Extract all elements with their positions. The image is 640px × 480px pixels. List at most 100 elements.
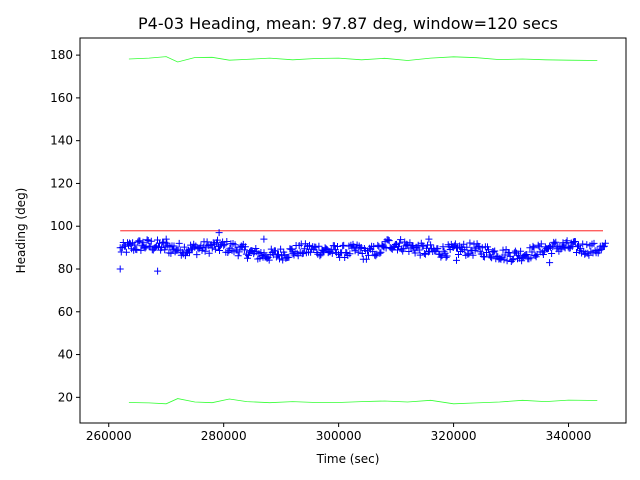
scatter-point bbox=[466, 239, 474, 247]
x-axis-label: Time (sec) bbox=[316, 452, 380, 466]
scatter-point bbox=[131, 241, 139, 249]
scatter-point bbox=[143, 236, 151, 244]
scatter-point bbox=[215, 229, 223, 237]
scatter-point bbox=[193, 251, 201, 259]
scatter-point bbox=[563, 237, 571, 245]
scatter-point bbox=[376, 249, 384, 257]
y-tick-label: 140 bbox=[50, 134, 73, 148]
scatter-point bbox=[313, 249, 321, 256]
scatter-point bbox=[244, 254, 251, 262]
y-tick-label: 180 bbox=[50, 48, 73, 62]
scatter-point bbox=[527, 254, 535, 262]
scatter-point bbox=[354, 248, 362, 256]
scatter-point bbox=[365, 251, 372, 259]
scatter-point bbox=[315, 242, 323, 250]
x-tick-label: 340000 bbox=[546, 429, 592, 443]
scatter-point bbox=[208, 244, 216, 252]
scatter-point bbox=[294, 252, 302, 260]
scatter-point bbox=[330, 242, 338, 250]
scatter-point bbox=[159, 238, 167, 246]
scatter-point bbox=[552, 238, 560, 246]
scatter-point bbox=[411, 249, 419, 257]
y-axis-ticks: 20 40 60 80 100 120 140 160 180 bbox=[50, 48, 80, 404]
scatter-point bbox=[488, 254, 496, 262]
scatter-point bbox=[571, 238, 579, 246]
scatter-point bbox=[373, 250, 381, 258]
scatter-point bbox=[240, 246, 248, 254]
scatter-point bbox=[278, 252, 286, 260]
scatter-point bbox=[546, 259, 554, 267]
scatter-point bbox=[346, 250, 354, 258]
scatter-point bbox=[409, 242, 417, 250]
scatter-point bbox=[231, 241, 239, 249]
scatter-point bbox=[420, 250, 428, 257]
scatter-point bbox=[500, 256, 508, 264]
scatter-point bbox=[122, 248, 130, 256]
scatter-point bbox=[546, 242, 554, 250]
y-tick-label: 100 bbox=[50, 219, 73, 233]
y-tick-label: 60 bbox=[58, 305, 73, 319]
scatter-point bbox=[265, 256, 273, 264]
scatter-point bbox=[530, 244, 538, 252]
scatter-point bbox=[252, 245, 260, 252]
scatter-point bbox=[534, 241, 542, 249]
y-axis-label: Heading (deg) bbox=[14, 188, 28, 274]
scatter-point bbox=[142, 243, 150, 251]
scatter-point bbox=[170, 242, 178, 250]
scatter-point bbox=[260, 235, 268, 243]
scatter-point bbox=[137, 246, 145, 254]
scatter-point bbox=[403, 240, 411, 248]
y-tick-label: 120 bbox=[50, 176, 73, 190]
x-tick-label: 280000 bbox=[201, 429, 247, 443]
scatter-point bbox=[147, 237, 155, 245]
y-tick-label: 40 bbox=[58, 348, 73, 362]
scatter-point bbox=[397, 236, 405, 244]
x-axis-ticks: 260000 280000 300000 320000 340000 bbox=[86, 423, 592, 443]
scatter-point bbox=[463, 243, 471, 251]
scatter-point bbox=[487, 253, 495, 261]
scatter-point bbox=[523, 251, 531, 258]
x-tick-label: 320000 bbox=[431, 429, 477, 443]
scatter-point bbox=[307, 248, 315, 256]
scatter-point bbox=[529, 242, 537, 250]
scatter-point bbox=[180, 243, 188, 251]
scatter-point bbox=[600, 242, 608, 250]
scatter-point bbox=[277, 245, 285, 253]
scatter-point bbox=[279, 256, 287, 264]
scatter-point bbox=[223, 238, 231, 245]
scatter-point bbox=[451, 240, 459, 248]
scatter-point bbox=[416, 251, 424, 259]
scatter-point bbox=[579, 240, 587, 248]
scatter-point bbox=[151, 243, 159, 251]
scatter-point bbox=[396, 239, 404, 247]
scatter-point bbox=[362, 255, 370, 263]
scatter-point bbox=[537, 240, 545, 248]
scatter-point bbox=[205, 249, 213, 257]
scatter-point bbox=[312, 243, 320, 251]
scatter-point bbox=[235, 248, 243, 256]
scatter-point bbox=[491, 247, 499, 255]
scatter-point bbox=[453, 256, 460, 264]
y-tick-label: 160 bbox=[50, 91, 73, 105]
scatter-point bbox=[162, 235, 170, 243]
scatter-point bbox=[442, 253, 450, 261]
scatter-point bbox=[357, 244, 365, 251]
scatter-point bbox=[139, 238, 147, 246]
scatter-point bbox=[136, 237, 144, 245]
scatter-point bbox=[443, 252, 451, 260]
scatter-point bbox=[181, 252, 189, 260]
scatter-point bbox=[241, 243, 249, 251]
scatter-point bbox=[306, 241, 313, 249]
scatter-point bbox=[439, 243, 447, 251]
scatter-point bbox=[427, 241, 435, 249]
scatter-point bbox=[385, 237, 393, 245]
scatter-point bbox=[379, 242, 387, 250]
scatter-point bbox=[340, 241, 348, 249]
scatter-point bbox=[214, 236, 221, 244]
scatter-point bbox=[167, 249, 175, 257]
scatter-point bbox=[224, 249, 232, 256]
scatter-point bbox=[405, 248, 413, 255]
scatter-point bbox=[415, 246, 423, 254]
